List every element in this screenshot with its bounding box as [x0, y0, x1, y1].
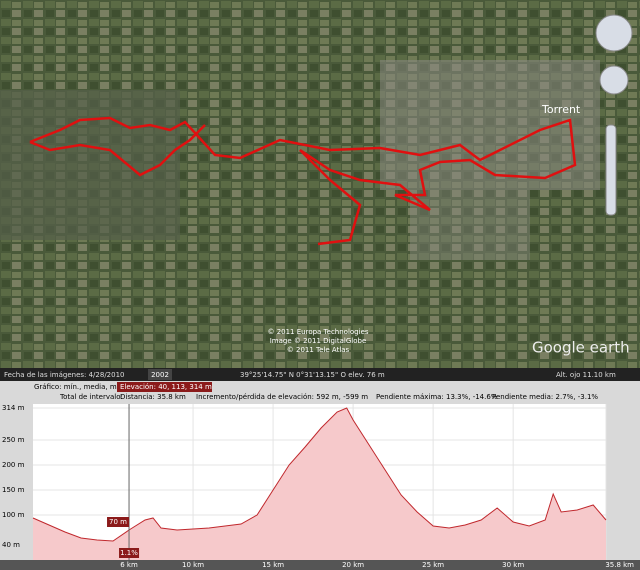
copyright: © 2011 Tele Atlas [287, 346, 350, 354]
historic-year[interactable]: 2002 [151, 371, 169, 379]
mean-slope: Pendiente media: 2.7%, -3.1% [492, 393, 598, 401]
x-tick-label: 35.8 km [605, 561, 634, 569]
x-axis-bar [0, 560, 640, 570]
y-tick-label: 100 m [2, 511, 25, 519]
track [29, 124, 206, 177]
y-tick-label: 150 m [2, 486, 25, 494]
track [29, 116, 577, 246]
x-tick-label: 25 km [422, 561, 444, 569]
look-control[interactable] [595, 14, 633, 52]
cursor-slope: 1.1% [120, 549, 138, 557]
urban-area [380, 60, 600, 190]
y-tick-label: 200 m [2, 461, 25, 469]
x-tick-label: 6 km [120, 561, 138, 569]
gain-loss: Incremento/pérdida de elevación: 592 m, … [196, 393, 368, 401]
max-slope: Pendiente máxima: 13.3%, -14.6% [376, 393, 498, 401]
elevation-line [32, 407, 607, 542]
x-tick-label: 15 km [262, 561, 284, 569]
y-tick-label: 314 m [2, 404, 25, 412]
profile-chart: 40 m 100 m 150 m 200 m 250 m 314 m 6 km 10 km 15… [2, 404, 634, 569]
historic-button[interactable] [148, 369, 172, 380]
eye-altitude: Alt. ojo 11.10 km [556, 371, 616, 379]
y-tick-label: 250 m [2, 436, 25, 444]
zoom-slider[interactable] [605, 124, 617, 216]
cursor-elevation: 70 m [109, 518, 127, 526]
elevation-stats[interactable]: Elevación: 40, 113, 314 m [120, 383, 212, 391]
copyright: © 2011 Europa Technologies [267, 328, 368, 336]
cursor-box [107, 517, 130, 527]
graph-label: Gráfico: mín., media, máx.: [34, 383, 130, 391]
elevation-area [33, 408, 606, 560]
distance: Distancia: 35.8 km [120, 393, 186, 401]
x-tick-label: 30 km [502, 561, 524, 569]
elevation-tab[interactable] [117, 382, 212, 392]
move-control[interactable] [599, 65, 629, 95]
cursor-box [119, 548, 140, 558]
x-tick-label: 20 km [342, 561, 364, 569]
coordinates: 39°25'14.75" N 0°31'13.15" O elev. 76 m [240, 371, 385, 379]
imagery-date: Fecha de las imágenes: 4/28/2010 [4, 371, 125, 379]
place-label: Torrent [541, 103, 581, 116]
urban-area [410, 190, 530, 260]
y-tick-label: 40 m [2, 541, 20, 549]
logo: Google earth [532, 339, 630, 357]
hills [0, 90, 180, 240]
range-label: Total de intervalo: [59, 393, 123, 401]
copyright: Image © 2011 DigitalGlobe [270, 337, 367, 345]
x-tick-label: 10 km [182, 561, 204, 569]
